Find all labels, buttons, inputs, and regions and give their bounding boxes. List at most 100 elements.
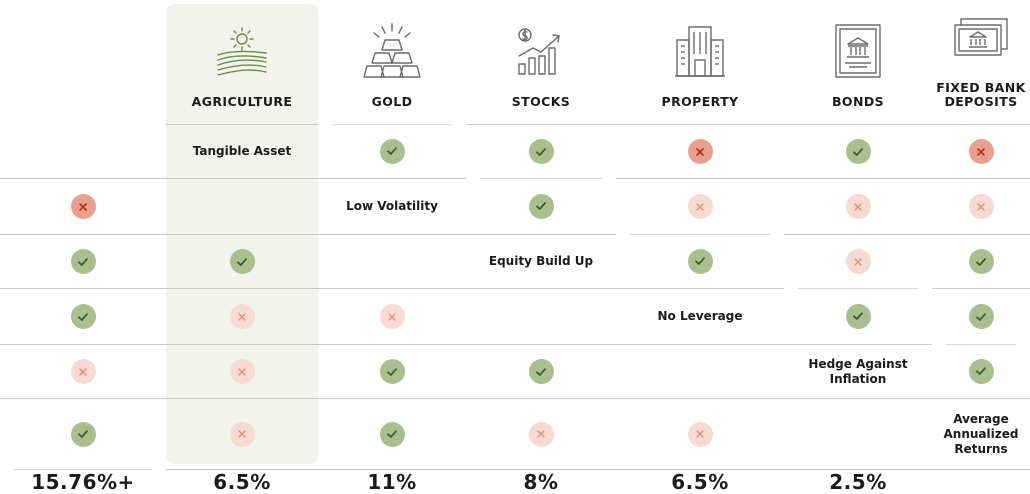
column-header-bonds: BONDS <box>784 0 932 124</box>
row-label: Tangible Asset <box>192 144 292 158</box>
column-label: AGRICULTURE <box>191 94 293 109</box>
table-cell <box>784 234 932 288</box>
column-label: STOCKS <box>511 94 571 109</box>
header-spacer <box>0 124 166 178</box>
table-cell <box>616 178 784 234</box>
column-header-stocks: STOCKS <box>466 0 616 124</box>
table-cell <box>0 234 166 288</box>
cross-icon <box>687 139 713 164</box>
check-icon <box>528 193 554 219</box>
row-divider <box>480 178 602 179</box>
return-value: 6.5% <box>671 470 729 494</box>
table-cell <box>616 234 784 288</box>
row-spacer <box>616 344 784 398</box>
returns-cell: 2.5% <box>784 469 932 494</box>
row-spacer <box>466 288 616 344</box>
table-cell <box>932 288 1030 344</box>
row-spacer <box>318 234 466 288</box>
check-icon <box>528 139 554 164</box>
table-cell <box>466 398 616 469</box>
return-value: 15.76%+ <box>31 469 135 494</box>
table-cell <box>784 288 932 344</box>
table-cell <box>932 178 1030 234</box>
row-divider <box>946 344 1016 345</box>
check-icon <box>379 359 405 384</box>
cross-icon <box>528 421 554 447</box>
check-icon <box>687 248 713 274</box>
table-cell <box>318 288 466 344</box>
table-cell <box>784 178 932 234</box>
table-cell <box>466 178 616 234</box>
table-cell <box>616 124 784 178</box>
table-cell <box>932 234 1030 288</box>
column-label: PROPERTY <box>661 94 739 109</box>
table-cell <box>466 124 616 178</box>
gold-bars-icon <box>362 21 422 81</box>
row-label: Hedge Against Inflation <box>808 356 908 386</box>
return-value: 8% <box>523 470 559 494</box>
returns-cell: 6.5% <box>616 469 784 494</box>
table-cell <box>932 124 1030 178</box>
check-icon <box>968 358 994 384</box>
stock-chart-icon <box>515 21 567 81</box>
cross-icon <box>229 304 255 329</box>
row-spacer <box>166 178 318 234</box>
bond-certificate-icon <box>833 21 883 81</box>
cross-icon <box>968 194 994 219</box>
row-label-cell: Tangible Asset <box>166 124 318 178</box>
column-header-gold: GOLD <box>318 0 466 124</box>
column-header-property: PROPERTY <box>616 0 784 124</box>
row-label: Equity Build Up <box>488 254 594 268</box>
row-label-cell: No Leverage <box>616 288 784 344</box>
check-icon <box>379 138 405 164</box>
return-value: 2.5% <box>829 470 887 494</box>
cross-icon <box>687 421 713 447</box>
table-cell <box>784 124 932 178</box>
cross-icon <box>845 249 871 274</box>
check-icon <box>968 249 994 274</box>
farm-field-sun-icon <box>215 21 269 81</box>
cross-icon <box>845 194 871 219</box>
table-cell <box>318 344 466 398</box>
building-icon <box>673 21 727 81</box>
returns-cell: 8% <box>466 469 616 494</box>
table-cell <box>318 398 466 469</box>
return-value: 6.5% <box>213 470 271 494</box>
table-cell <box>616 398 784 469</box>
check-icon <box>968 304 994 329</box>
table-cell <box>0 288 166 344</box>
check-icon <box>70 421 96 447</box>
column-label: BONDS <box>832 94 884 109</box>
column-header-fixed-deposits: FIXED BANK DEPOSITS <box>932 0 1030 124</box>
cross-icon <box>229 421 255 447</box>
returns-label-cell: Average Annualized Returns <box>932 398 1030 469</box>
banknote-bank-icon <box>953 7 1009 67</box>
cross-icon <box>70 359 96 384</box>
returns-cell: 15.76%+ <box>0 469 166 494</box>
row-label-cell: Low Volatility <box>318 178 466 234</box>
table-cell <box>0 398 166 469</box>
returns-cell: 6.5% <box>166 469 318 494</box>
table-cell <box>932 344 1030 398</box>
row-label-cell: Equity Build Up <box>466 234 616 288</box>
row-spacer <box>784 398 932 469</box>
check-icon <box>70 249 96 274</box>
check-icon <box>845 303 871 329</box>
row-divider <box>630 234 770 235</box>
returns-cell: 11% <box>318 469 466 494</box>
table-cell <box>166 288 318 344</box>
return-value: 11% <box>367 470 417 494</box>
corner-cell <box>0 0 166 124</box>
table-cell <box>0 178 166 234</box>
cross-icon <box>687 194 713 219</box>
column-header-agriculture: AGRICULTURE <box>166 0 318 124</box>
cross-icon <box>70 194 96 219</box>
returns-label: Average Annualized Returns <box>943 411 1019 456</box>
row-divider <box>332 124 452 125</box>
row-divider <box>798 288 918 289</box>
check-icon <box>528 359 554 384</box>
returns-spacer <box>932 469 1030 494</box>
row-divider <box>14 469 152 470</box>
check-icon <box>70 304 96 329</box>
